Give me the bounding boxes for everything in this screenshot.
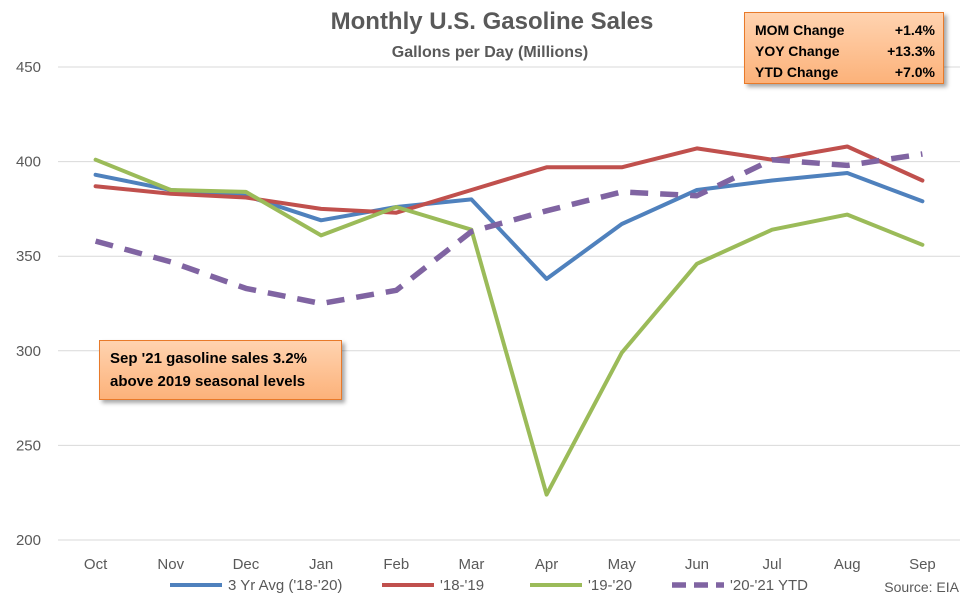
legend-label: '18-'19 — [440, 577, 484, 594]
y-tick-label: 450 — [16, 59, 41, 76]
series-line-1 — [93, 144, 925, 215]
x-tick-label: Jul — [762, 556, 781, 573]
x-tick-label: Nov — [157, 556, 184, 573]
x-tick-label: Apr — [535, 556, 558, 573]
x-tick-label: Aug — [834, 556, 861, 573]
y-tick-label: 350 — [16, 248, 41, 265]
chart-title: Monthly U.S. Gasoline Sales — [331, 8, 654, 35]
series-line-2 — [93, 157, 925, 497]
x-tick-label: May — [608, 556, 637, 573]
stat-row-ytd: YTD Change +7.0% — [755, 62, 935, 83]
stat-label: YOY Change — [755, 43, 840, 59]
x-tick-label: Mar — [458, 556, 484, 573]
y-axis-ticks: 200 250 300 350 400 450 — [16, 59, 41, 549]
legend-label: '20-'21 YTD — [730, 577, 808, 594]
stat-value: +7.0% — [894, 64, 935, 80]
x-axis-ticks: Oct Nov Dec Jan Feb Mar Apr May Jun Jul Aug Sep — [84, 556, 936, 573]
y-tick-label: 250 — [16, 437, 41, 454]
legend-label: 3 Yr Avg ('18-'20) — [228, 577, 342, 594]
stat-value: +1.4% — [894, 22, 935, 38]
x-tick-label: Oct — [84, 556, 108, 573]
x-tick-label: Jan — [309, 556, 333, 573]
grid-lines — [58, 66, 960, 541]
stat-value: +13.3% — [887, 43, 935, 59]
annotation-box: Sep '21 gasoline sales 3.2% above 2019 s… — [99, 340, 342, 400]
legend: 3 Yr Avg ('18-'20) '18-'19 '19-'20 '20-'21 … — [170, 577, 808, 594]
x-tick-label: Sep — [909, 556, 936, 573]
series-line-0 — [93, 171, 925, 281]
stat-label: MOM Change — [755, 22, 845, 38]
series-line-3 — [94, 151, 923, 307]
series-lines — [93, 144, 925, 497]
stat-row-yoy: YOY Change +13.3% — [755, 41, 935, 62]
y-tick-label: 300 — [16, 343, 41, 360]
x-tick-label: Dec — [233, 556, 260, 573]
y-tick-label: 400 — [16, 154, 41, 171]
legend-label: '19-'20 — [588, 577, 632, 594]
source-label: Source: EIA — [884, 579, 959, 595]
stat-row-mom: MOM Change +1.4% — [755, 20, 935, 41]
change-stats-box: MOM Change +1.4% YOY Change +13.3% YTD C… — [744, 12, 944, 84]
annotation-line-2: above 2019 seasonal levels — [110, 373, 306, 390]
annotation-line-1: Sep '21 gasoline sales 3.2% — [110, 350, 308, 367]
chart-subtitle: Gallons per Day (Millions) — [392, 44, 588, 61]
y-tick-label: 200 — [16, 532, 41, 549]
x-tick-label: Jun — [685, 556, 709, 573]
stat-label: YTD Change — [755, 64, 839, 80]
x-tick-label: Feb — [383, 556, 409, 573]
